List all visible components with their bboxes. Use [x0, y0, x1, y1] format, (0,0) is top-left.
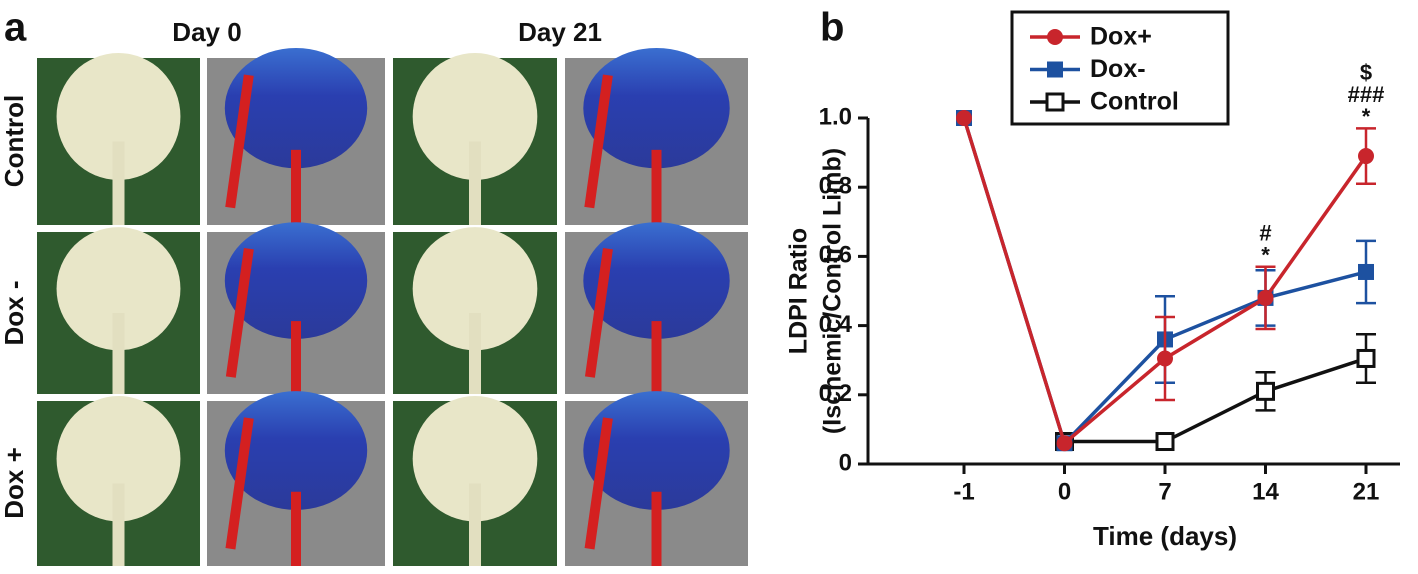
photo-subject	[56, 396, 181, 522]
row-label: Dox +	[0, 447, 29, 519]
significance-mark: *	[1362, 104, 1371, 129]
ldpi-perfusion	[224, 391, 368, 510]
point	[1358, 263, 1374, 280]
photo-subject	[112, 313, 125, 394]
photo-subject	[469, 313, 481, 394]
ldpi-perfusion	[224, 222, 368, 339]
panel-label: a	[4, 6, 27, 50]
series-line	[1064, 356, 1367, 444]
x-tick-label: 14	[1252, 478, 1279, 505]
ldpi-perfusion	[584, 417, 613, 550]
x-tick-label: 21	[1353, 478, 1380, 505]
point	[1257, 289, 1274, 306]
row-label: Control	[0, 95, 29, 187]
ldpi-perfusion	[651, 321, 662, 394]
photo-subject	[412, 396, 538, 522]
point	[1256, 381, 1275, 401]
legend-label: Control	[1090, 88, 1179, 116]
legend-label: Dox+	[1090, 23, 1152, 51]
row-label: Dox -	[0, 281, 29, 346]
legend-marker	[1047, 29, 1063, 45]
ldpi-perfusion	[291, 149, 301, 225]
point	[1056, 435, 1073, 452]
significance-mark: #	[1259, 221, 1271, 246]
photo-subject	[469, 483, 481, 566]
panel-a: a Day 0 Day 21 Control Dox - Dox +	[0, 6, 748, 566]
point	[1157, 350, 1173, 367]
significance-mark: *	[1261, 243, 1270, 268]
ldpi-perfusion	[224, 47, 368, 169]
panel-label: b	[820, 6, 844, 50]
y-tick-label: 0.8	[819, 173, 852, 200]
ldpi-perfusion	[651, 149, 662, 225]
ldpi-perfusion	[583, 47, 730, 169]
ldpi-perfusion	[584, 248, 613, 378]
photo-subject	[56, 227, 181, 351]
photo-subject	[412, 227, 538, 351]
photo-subject	[112, 141, 125, 225]
ldpi-perfusion	[291, 491, 301, 566]
legend-marker	[1047, 61, 1063, 78]
legend-label: Dox-	[1090, 55, 1146, 83]
y-tick-label: 0.2	[819, 380, 852, 407]
ldpi-perfusion	[583, 391, 730, 510]
y-tick-label: 0.4	[819, 311, 853, 338]
photo-subject	[412, 52, 538, 180]
x-tick-label: -1	[953, 478, 974, 505]
y-axis-label: (Ischemic/Control Limb)	[819, 148, 847, 434]
ldpi-perfusion	[225, 417, 254, 550]
column-label: Day 21	[518, 17, 602, 47]
panel-b: b Time (days) LDPI Ratio (Ischemic/Contr…	[785, 6, 1400, 551]
significance-mark: ###	[1348, 82, 1385, 107]
x-axis-label: Time (days)	[1093, 521, 1237, 551]
y-tick-label: 0	[839, 449, 852, 476]
ldpi-perfusion	[291, 321, 301, 394]
photo-subject	[469, 141, 481, 225]
legend-marker	[1045, 92, 1065, 112]
image-grid	[37, 47, 748, 566]
x-tick-label: 7	[1158, 478, 1171, 505]
photo-subject	[112, 483, 125, 566]
y-axis-label: LDPI Ratio	[785, 228, 813, 354]
ldpi-perfusion	[225, 248, 254, 378]
significance-mark: $	[1360, 60, 1372, 85]
point	[1358, 148, 1374, 165]
point	[956, 110, 972, 126]
ldpi-perfusion	[583, 222, 730, 339]
ldpi-perfusion	[225, 74, 254, 209]
ldpi-perfusion	[651, 491, 662, 566]
y-tick-label: 0.6	[819, 242, 852, 269]
ldpi-perfusion	[584, 74, 613, 209]
y-tick-label: 1.0	[819, 103, 852, 130]
point	[1356, 348, 1376, 368]
x-tick-label: 0	[1058, 478, 1071, 505]
column-label: Day 0	[172, 17, 241, 47]
photo-subject	[56, 52, 181, 180]
point	[1155, 432, 1175, 452]
